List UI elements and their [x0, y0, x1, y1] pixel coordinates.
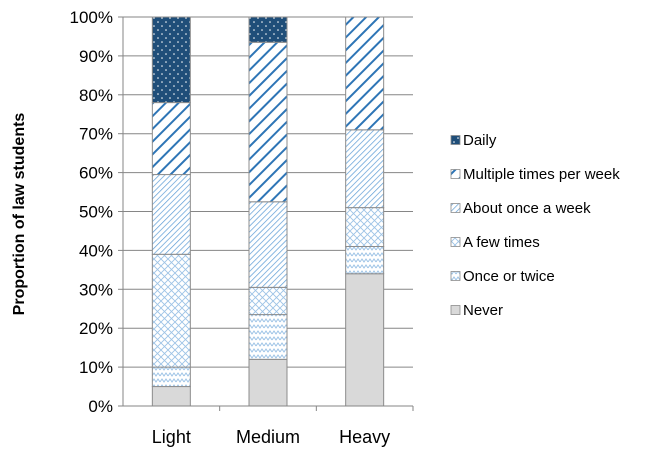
legend-label: Never — [463, 302, 503, 319]
bar-segment-multiple-times-per-week — [248, 41, 288, 203]
legend-label: About once a week — [463, 200, 591, 217]
legend-swatch — [450, 169, 461, 179]
y-tick-label: 50% — [79, 203, 113, 222]
legend-swatch — [450, 135, 461, 145]
bar-segment-never — [248, 358, 288, 407]
y-tick-label: 80% — [79, 86, 113, 105]
bar-segment-a-few-times — [151, 253, 191, 368]
x-tick-label: Light — [152, 427, 191, 447]
legend-swatch — [450, 237, 461, 247]
legend-swatch — [450, 271, 461, 281]
bar-segment-never — [151, 386, 191, 407]
x-axis-labels: Light Medium Heavy — [152, 406, 414, 447]
bar-segment-multiple-times-per-week — [345, 16, 385, 131]
bar-segment-never — [345, 273, 385, 407]
y-tick-label: 40% — [79, 241, 113, 260]
bar-segment-a-few-times — [248, 286, 288, 316]
y-axis-ticks: 0% 10% 20% 30% 40% 50% 60% 70% 80% 90% 100% — [70, 8, 123, 416]
legend-swatch — [450, 305, 461, 315]
x-tick-label: Medium — [236, 427, 300, 447]
y-tick-label: 30% — [79, 280, 113, 299]
bar-segment-about-once-a-week — [248, 201, 288, 288]
bar-segment-multiple-times-per-week — [151, 102, 191, 176]
bar-segment-once-or-twice — [151, 366, 191, 388]
x-tick-label: Heavy — [339, 427, 390, 447]
bar-segment-once-or-twice — [248, 314, 288, 360]
bar-segment-about-once-a-week — [151, 174, 191, 255]
y-tick-label: 20% — [79, 319, 113, 338]
bar-segment-daily — [151, 16, 191, 104]
y-tick-label: 10% — [79, 358, 113, 377]
legend-label: Once or twice — [463, 268, 555, 285]
legend-label: A few times — [463, 234, 540, 251]
bar-segment-a-few-times — [345, 207, 385, 248]
bar-segment-about-once-a-week — [345, 129, 385, 209]
legend-swatch — [450, 203, 461, 213]
bar-segment-daily — [248, 16, 288, 43]
bars — [151, 16, 385, 407]
y-tick-label: 70% — [79, 125, 113, 144]
legend-label: Multiple times per week — [463, 166, 620, 183]
bar-segment-once-or-twice — [345, 246, 385, 275]
y-tick-label: 100% — [70, 8, 113, 27]
legend: Daily Multiple times per week About once a… — [450, 132, 620, 319]
y-axis-title: Proportion of law students — [11, 113, 28, 316]
y-tick-label: 0% — [88, 397, 113, 416]
y-tick-label: 60% — [79, 164, 113, 183]
legend-label: Daily — [463, 132, 497, 149]
y-tick-label: 90% — [79, 47, 113, 66]
